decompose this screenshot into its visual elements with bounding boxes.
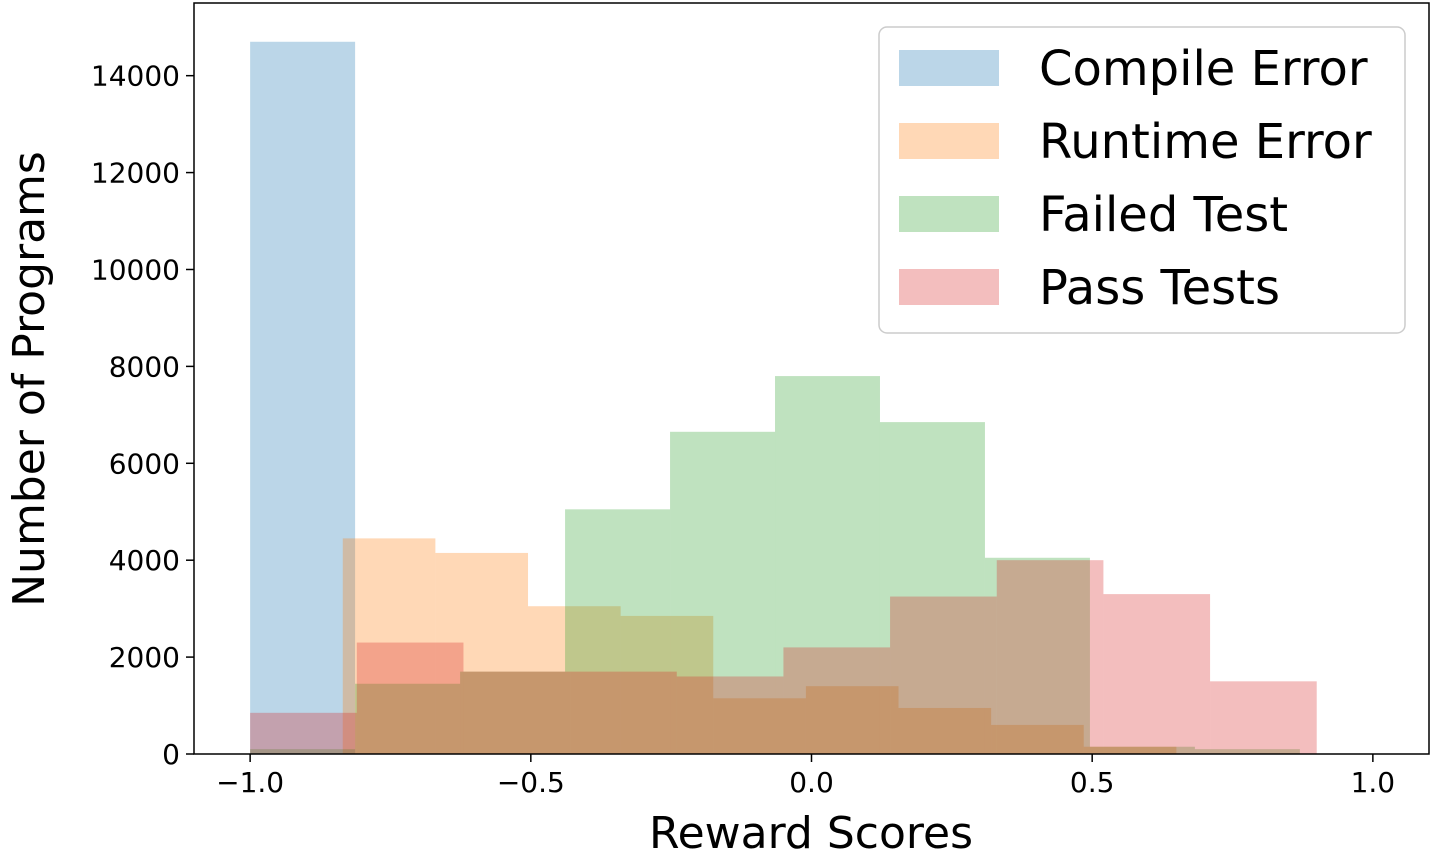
histogram-bar	[1089, 746, 1195, 754]
legend: Compile Error Runtime Error Failed Test Pas…	[878, 26, 1406, 334]
histogram-bar	[783, 647, 891, 754]
histogram-bar	[991, 724, 1084, 754]
x-tick-label: 1.0	[1351, 766, 1396, 799]
series-compile-error	[250, 41, 356, 754]
histogram-bar	[342, 538, 436, 754]
y-axis-ticks: 0 2000 4000 6000 8000 10000 12000 14000	[91, 60, 194, 771]
histogram-bar	[570, 671, 677, 754]
histogram-bar	[356, 642, 464, 754]
histogram-bar	[775, 376, 880, 754]
y-tick-label: 4000	[109, 544, 180, 577]
y-tick-label: 0	[162, 738, 180, 771]
histogram-bar	[670, 431, 776, 754]
histogram-bar	[996, 560, 1104, 754]
x-axis-ticks: −1.0 −0.5 0.0 0.5 1.0	[216, 754, 1395, 799]
histogram-bar	[879, 422, 985, 754]
legend-swatch	[899, 123, 999, 159]
histogram-bar	[463, 671, 571, 754]
x-tick-label: 0.5	[1070, 766, 1115, 799]
y-tick-label: 10000	[91, 253, 180, 286]
legend-swatch	[899, 269, 999, 305]
legend-swatch	[899, 196, 999, 232]
legend-label: Runtime Error	[1039, 114, 1372, 170]
legend-label: Failed Test	[1039, 187, 1288, 243]
histogram-bar	[713, 698, 806, 754]
x-tick-label: −1.0	[216, 766, 284, 799]
series-pass-tests	[250, 560, 1317, 754]
histogram-bar	[250, 712, 357, 754]
series-failed-test	[250, 376, 1300, 754]
histogram-bar	[1194, 749, 1300, 754]
histogram-bar	[528, 606, 621, 754]
histogram-bar	[1103, 594, 1211, 754]
x-tick-label: −0.5	[497, 766, 565, 799]
histogram-bar	[620, 615, 714, 754]
y-tick-label: 12000	[91, 157, 180, 190]
y-axis-title: Number of Programs	[4, 151, 55, 607]
y-tick-label: 14000	[91, 60, 180, 93]
histogram-bar	[355, 683, 461, 754]
histogram-bar	[1210, 681, 1317, 754]
legend-label: Compile Error	[1039, 41, 1368, 97]
histogram-bar	[1083, 746, 1177, 754]
y-tick-label: 6000	[109, 447, 180, 480]
histogram-bar	[984, 557, 1090, 754]
histogram-bar	[435, 552, 529, 754]
legend-swatch	[899, 50, 999, 86]
y-tick-label: 8000	[109, 350, 180, 383]
legend-label: Pass Tests	[1039, 260, 1280, 316]
histogram-bar	[898, 707, 992, 754]
x-tick-label: 0.0	[789, 766, 834, 799]
legend-frame	[878, 26, 1406, 334]
histogram-bar	[890, 596, 997, 754]
histogram-bar	[565, 509, 671, 754]
histogram-bar	[676, 676, 784, 754]
histogram-bar	[805, 686, 899, 754]
histogram-bar	[250, 749, 356, 754]
y-tick-label: 2000	[109, 641, 180, 674]
histogram-bar	[460, 671, 566, 754]
histogram-bars	[250, 41, 1317, 754]
x-axis-title: Reward Scores	[649, 808, 973, 857]
series-runtime-error	[342, 538, 1177, 754]
histogram-bar	[250, 41, 356, 754]
